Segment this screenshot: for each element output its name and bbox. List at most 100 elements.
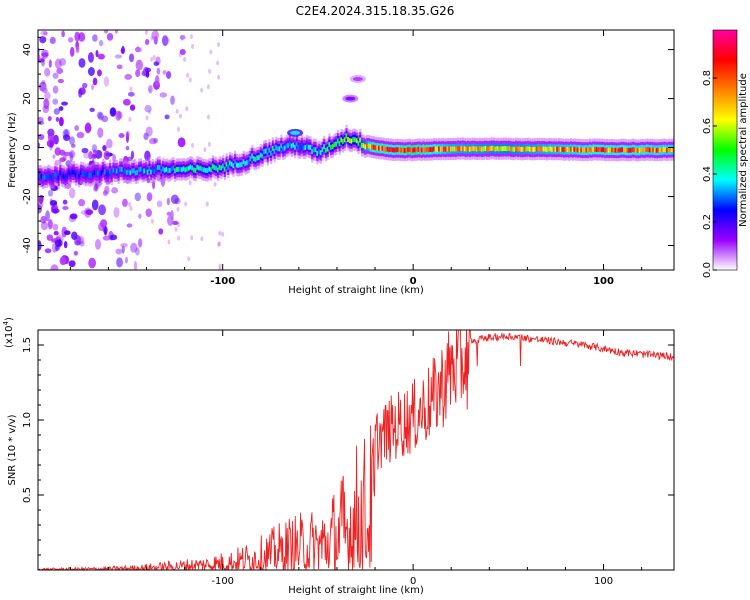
ridge-cell (261, 153, 264, 159)
ridge-cell (609, 147, 612, 153)
ridge-cell (134, 170, 137, 176)
ridge-cell (48, 174, 52, 180)
ridge-cell (271, 145, 274, 151)
ridge-cell (540, 146, 544, 152)
ridge-cell (180, 167, 184, 173)
noise-cell (144, 38, 150, 45)
ridge-cell (187, 165, 191, 171)
noise-cell (115, 110, 122, 121)
spectrogram-axes: -100 0 100 -40 -20 0 20 40 (22, 30, 674, 287)
ridge-cell (276, 146, 280, 152)
ridge-cell (93, 170, 96, 175)
ridge-cell (343, 137, 346, 143)
x-tick-label: 0 (410, 276, 417, 287)
ridge-cell (312, 147, 316, 153)
ridge-cell (467, 146, 470, 152)
ridge-cell (537, 146, 540, 152)
noise-cell (113, 207, 120, 218)
noise-cell (100, 219, 108, 228)
ridge-cell (307, 144, 310, 150)
noise-cell (61, 30, 65, 38)
ridge-cell (103, 169, 107, 175)
ridge-cell (55, 172, 59, 178)
ridge-cell (518, 146, 521, 152)
y-tick-label: -20 (22, 188, 33, 204)
ridge-cell (523, 146, 526, 152)
noise-cell (148, 84, 153, 94)
noise-cell (126, 223, 133, 228)
x-tick-label: 0 (410, 576, 416, 587)
ridge-cell (475, 146, 478, 152)
ridge-cell (431, 147, 434, 153)
ridge-cell (450, 146, 453, 152)
noise-cell (162, 70, 167, 75)
ridge-cell (347, 137, 350, 143)
ridge-cell (172, 165, 175, 171)
noise-cell (59, 256, 67, 266)
noise-cell (44, 91, 51, 100)
ridge-cell (131, 168, 134, 174)
ridge-cell (617, 147, 621, 153)
noise-cell (44, 248, 52, 254)
noise-cell (221, 231, 225, 237)
ridge-cell (629, 147, 633, 153)
ridge-cell (665, 147, 669, 153)
noise-cell (68, 214, 77, 223)
noise-cell (129, 205, 133, 211)
noise-cell (148, 87, 152, 93)
ridge-cell (602, 147, 605, 153)
noise-cell (147, 109, 151, 115)
noise-cell (101, 115, 109, 123)
ridge-cell (374, 145, 377, 151)
ridge-cell (282, 146, 285, 152)
ridge-cell (581, 147, 585, 153)
noise-cell (38, 142, 41, 148)
ridge-cell (67, 169, 71, 175)
ridge-cell (251, 153, 254, 159)
ridge-cell (76, 172, 79, 177)
ridge-cell (52, 175, 55, 181)
ridge-cell (78, 173, 81, 179)
noise-cell (38, 116, 44, 124)
ridge-cell (275, 145, 278, 151)
ridge-cell (323, 144, 326, 150)
ridge-cell (247, 159, 250, 165)
ridge-cell (110, 171, 113, 177)
snr-y-scale-prefix: (x10 (4, 325, 15, 348)
noise-cell (109, 107, 117, 117)
ridge-cell (114, 168, 117, 174)
ridge-cell (545, 147, 549, 153)
ridge-cell (84, 172, 88, 178)
colorbar-tick-label: 0.6 (702, 118, 713, 134)
ridge-cell (664, 147, 667, 153)
ridge-cell (563, 147, 566, 153)
ridge-cell (535, 146, 538, 152)
ridge-cell (302, 145, 305, 151)
noise-cell (185, 106, 189, 112)
ridge-cell (626, 147, 629, 153)
ridge-cell (599, 147, 602, 152)
noise-cell (145, 115, 149, 121)
ridge-cell (292, 142, 295, 148)
ridge-cell (412, 147, 415, 153)
ridge-cell (472, 146, 475, 151)
ridge-cell (422, 146, 425, 152)
noise-cell (121, 198, 128, 208)
noise-cell (150, 35, 154, 41)
noise-cell (52, 154, 56, 159)
noise-cell (76, 236, 85, 245)
noise-cell (217, 74, 221, 80)
ridge-cell (614, 147, 617, 153)
ridge-cell (194, 168, 197, 173)
noise-cell (177, 137, 186, 148)
noise-cell (59, 157, 66, 163)
noise-cell (68, 260, 76, 268)
ridge-cell (573, 146, 576, 152)
ridge-cell (115, 168, 119, 174)
noise-cell (125, 145, 130, 151)
noise-cell (40, 221, 49, 231)
ridge-cell (319, 150, 322, 156)
ridge-cell (249, 156, 252, 162)
noise-cell (144, 104, 152, 113)
ridge-cell (170, 166, 173, 172)
